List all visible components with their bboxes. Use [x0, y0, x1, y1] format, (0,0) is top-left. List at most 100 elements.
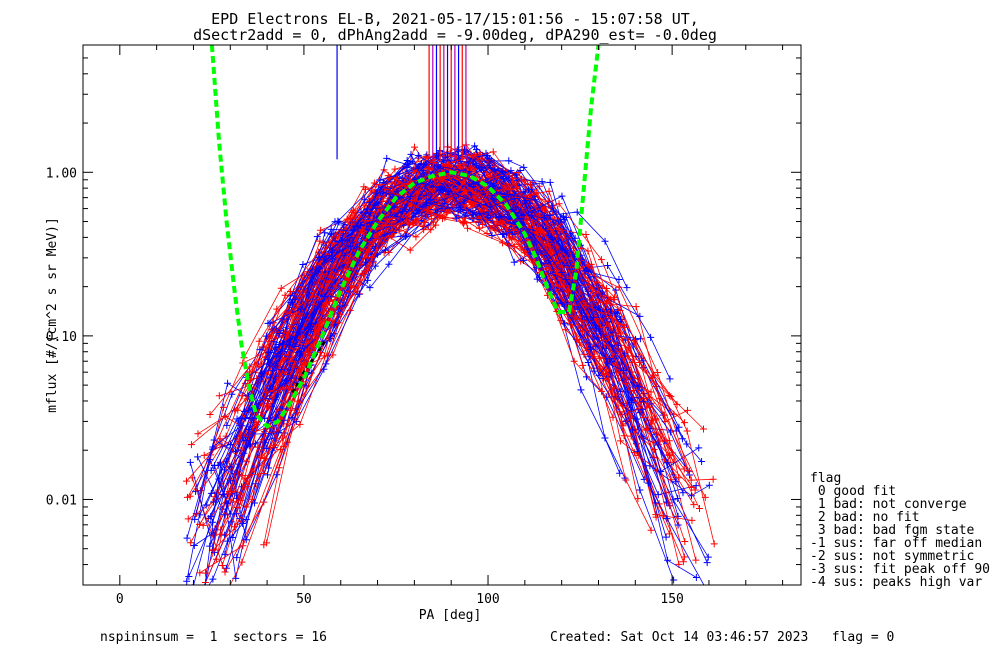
data-point-marker	[654, 491, 662, 499]
data-point-marker	[379, 188, 387, 196]
data-point-marker	[590, 367, 598, 375]
data-point-marker	[329, 255, 337, 263]
data-point-marker	[273, 471, 281, 479]
data-point-marker	[291, 342, 299, 350]
data-point-marker	[616, 437, 624, 445]
data-point-marker	[470, 165, 478, 173]
data-point-marker	[272, 343, 280, 351]
data-point-marker	[310, 300, 318, 308]
data-point-marker	[361, 196, 369, 204]
data-point-marker	[615, 275, 623, 283]
data-point-marker	[257, 454, 265, 462]
data-point-marker	[664, 556, 672, 564]
data-point-marker	[543, 269, 551, 277]
data-point-marker	[675, 423, 683, 431]
data-point-marker	[366, 284, 374, 292]
data-point-marker	[604, 359, 612, 367]
data-point-marker	[635, 382, 643, 390]
data-point-marker	[230, 523, 238, 531]
legend-item-peaks-high-var: -4 sus: peaks high var	[810, 575, 982, 590]
data-point-marker	[556, 282, 564, 290]
data-point-marker	[200, 451, 208, 459]
data-point-marker	[587, 260, 595, 268]
data-point-marker	[255, 337, 263, 345]
data-point-marker	[495, 214, 503, 222]
data-point-marker	[296, 366, 304, 374]
data-point-marker	[308, 275, 316, 283]
data-point-marker	[700, 425, 708, 433]
data-point-marker	[595, 325, 603, 333]
data-point-marker	[613, 310, 621, 318]
data-point-marker	[384, 175, 392, 183]
data-point-marker	[388, 221, 396, 229]
data-point-marker	[280, 416, 288, 424]
data-point-marker	[428, 215, 436, 223]
data-point-marker	[486, 203, 494, 211]
sector-spectrum	[230, 165, 588, 531]
data-point-marker	[288, 414, 296, 422]
data-point-marker	[558, 269, 566, 277]
data-point-marker	[520, 163, 528, 171]
data-point-marker	[277, 445, 285, 453]
data-point-marker	[215, 392, 223, 400]
data-point-marker	[670, 576, 678, 584]
data-point-marker	[623, 284, 631, 292]
data-point-marker	[209, 443, 217, 451]
data-point-marker	[363, 205, 371, 213]
data-point-marker	[679, 489, 687, 497]
data-point-marker	[619, 366, 627, 374]
data-point-marker	[709, 475, 717, 483]
data-point-marker	[577, 386, 585, 394]
plot-frame	[82, 44, 802, 586]
data-point-marker	[221, 568, 229, 576]
data-point-marker	[383, 154, 391, 162]
data-point-marker	[683, 427, 691, 435]
data-point-marker	[701, 493, 709, 501]
data-point-marker	[647, 526, 655, 534]
data-point-marker	[270, 338, 278, 346]
fit-curve	[209, 45, 601, 429]
data-point-marker	[262, 388, 270, 396]
data-point-marker	[507, 167, 515, 175]
data-point-marker	[582, 231, 590, 239]
legend-item-no-fit: 2 bad: no fit	[810, 510, 920, 525]
data-point-marker	[632, 303, 640, 311]
data-point-marker	[639, 357, 647, 365]
data-point-marker	[412, 233, 420, 241]
data-point-marker	[183, 577, 191, 585]
sector-spectrum	[288, 153, 617, 422]
data-point-marker	[475, 224, 483, 232]
data-point-marker	[264, 403, 272, 411]
data-point-marker	[622, 476, 630, 484]
data-point-marker	[414, 164, 422, 172]
data-point-marker	[526, 181, 534, 189]
data-point-marker	[464, 224, 472, 232]
data-point-marker	[652, 511, 660, 519]
data-point-marker	[692, 573, 700, 581]
data-point-marker	[691, 486, 699, 494]
data-point-marker	[362, 248, 370, 256]
data-point-marker	[209, 575, 217, 583]
data-point-marker	[558, 192, 566, 200]
data-point-marker	[320, 352, 328, 360]
data-point-marker	[616, 469, 624, 477]
data-point-marker	[287, 288, 295, 296]
data-point-marker	[187, 610, 194, 617]
data-point-marker	[275, 464, 283, 472]
data-point-marker	[410, 143, 418, 151]
data-point-marker	[563, 254, 571, 262]
spectrum-line	[214, 195, 705, 585]
data-point-marker	[615, 283, 623, 291]
data-point-marker	[221, 413, 229, 421]
spectrum-line	[291, 156, 614, 419]
data-point-marker	[472, 199, 480, 207]
spectrum-line	[213, 163, 652, 550]
data-point-marker	[561, 320, 569, 328]
data-point-marker	[366, 199, 374, 207]
data-point-marker	[397, 220, 405, 228]
data-point-marker	[266, 333, 274, 341]
data-point-marker	[683, 440, 691, 448]
chart-title-line1: EPD Electrons EL-B, 2021-05-17/15:01:56 …	[211, 10, 699, 28]
data-point-marker	[545, 187, 553, 195]
data-point-marker	[489, 148, 497, 156]
